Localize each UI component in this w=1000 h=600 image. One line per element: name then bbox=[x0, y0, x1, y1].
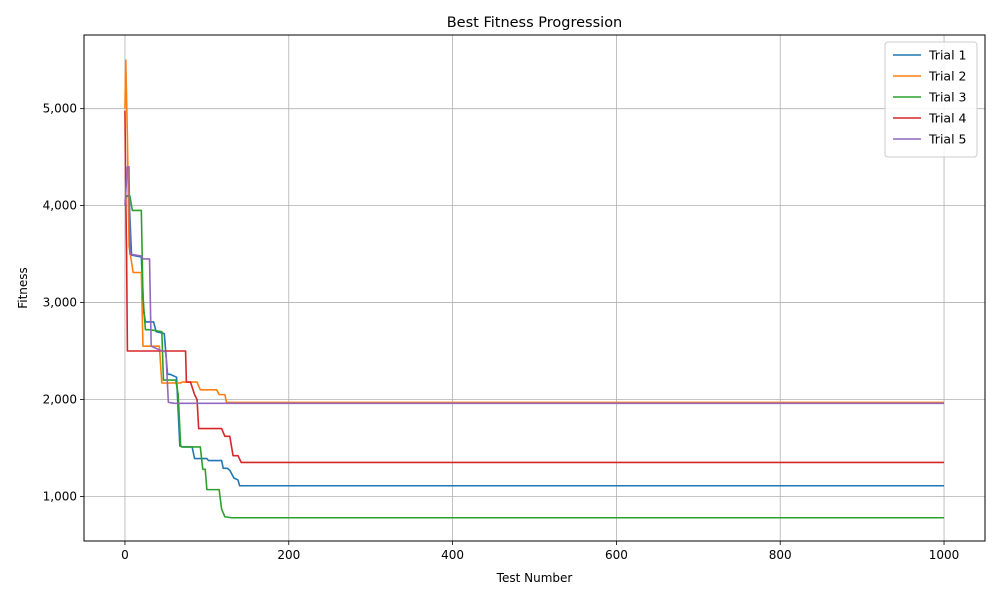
series-lines bbox=[124, 59, 945, 519]
x-tick-label: 600 bbox=[605, 548, 628, 562]
legend-box bbox=[884, 41, 978, 158]
y-axis-label: Fitness bbox=[16, 267, 30, 309]
x-tick-label: 0 bbox=[121, 548, 129, 562]
x-tick-label: 1000 bbox=[929, 548, 960, 562]
x-tick-label: 400 bbox=[441, 548, 464, 562]
legend-label: Trial 4 bbox=[928, 111, 967, 126]
legend: Trial 1 Trial 2 Trial 3 Trial 4 Trial 5 bbox=[884, 41, 978, 158]
legend-label: Trial 3 bbox=[928, 90, 966, 105]
y-tick-label: 5,000 bbox=[43, 102, 77, 116]
legend-label: Trial 5 bbox=[928, 132, 966, 147]
chart-title: Best Fitness Progression bbox=[447, 15, 623, 31]
x-tick-label: 200 bbox=[277, 548, 300, 562]
x-axis-label: Test Number bbox=[496, 571, 573, 585]
series-line-5 bbox=[124, 166, 945, 405]
y-tick-label: 4,000 bbox=[43, 199, 77, 213]
x-tick-label: 800 bbox=[769, 548, 792, 562]
legend-label: Trial 1 bbox=[928, 48, 966, 63]
plot-frame bbox=[83, 34, 986, 542]
series-line-4 bbox=[124, 110, 945, 464]
legend-label: Trial 2 bbox=[928, 69, 966, 84]
y-tick-label: 3,000 bbox=[43, 296, 77, 310]
y-tick-label: 1,000 bbox=[43, 489, 77, 503]
series-line-3 bbox=[124, 195, 945, 519]
y-tick-label: 2,000 bbox=[43, 392, 77, 406]
grid bbox=[84, 35, 985, 541]
axis-ticks: 0 200 400 600 800 1000 1,000 2,000 3,000 4,000 5,0… bbox=[43, 102, 960, 562]
